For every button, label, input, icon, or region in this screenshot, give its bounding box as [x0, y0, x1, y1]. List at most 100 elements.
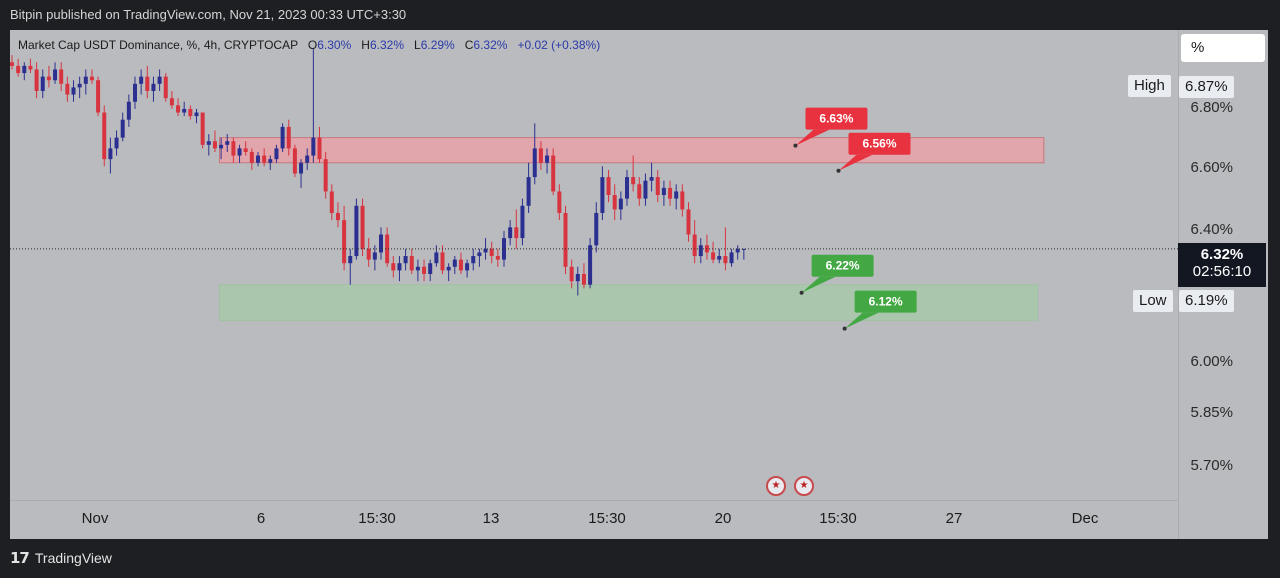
- candle-body: [372, 252, 377, 260]
- candle-body: [661, 187, 666, 196]
- candle-body: [735, 248, 740, 253]
- footer-brand[interactable]: TradingView: [34, 550, 112, 566]
- candle-body: [151, 83, 156, 91]
- us-flag-icon[interactable]: ★: [794, 476, 814, 496]
- tv-logo-icon: 𝟭𝟳: [10, 550, 30, 567]
- publish-info: Bitpin published on TradingView.com, Nov…: [10, 7, 407, 22]
- callout-pointer: [844, 312, 879, 329]
- time-tick: 15:30: [588, 510, 626, 527]
- candlestick-chart[interactable]: 6.63% 6.56% 6.22% 6.12%: [10, 30, 1178, 500]
- candle-body: [194, 112, 199, 117]
- change-value: +0.02 (+0.38%): [517, 38, 601, 52]
- candle-body: [163, 76, 168, 99]
- time-tick: 15:30: [358, 510, 396, 527]
- last-price-value: 6.32%: [1200, 246, 1244, 263]
- candle-body: [231, 141, 236, 156]
- candle-body: [618, 198, 623, 210]
- candle-body: [600, 177, 605, 213]
- chart-frame[interactable]: 6.63% 6.56% 6.22% 6.12% Market Cap USDT Dom…: [10, 30, 1270, 539]
- high-marker-value: 6.87%: [1179, 76, 1234, 98]
- candle-body: [502, 238, 506, 260]
- candle-body: [157, 76, 162, 84]
- candle-body: [22, 65, 27, 74]
- candle-body: [335, 212, 340, 221]
- candle-body: [446, 266, 451, 271]
- publish-header: Bitpin published on TradingView.com, Nov…: [0, 0, 1280, 30]
- candle-body: [200, 112, 205, 145]
- candle-body: [563, 212, 568, 267]
- candle-body: [40, 76, 45, 91]
- candle-body: [354, 205, 359, 257]
- callout-label: 6.56%: [862, 137, 896, 151]
- candle-body: [225, 141, 230, 145]
- candle-body: [483, 248, 488, 253]
- candle-body: [440, 252, 445, 271]
- close-value: 6.32%: [473, 38, 508, 52]
- candle-body: [686, 209, 691, 235]
- candle-body: [698, 245, 703, 257]
- us-flag-icon[interactable]: ★: [766, 476, 786, 496]
- candle-body: [588, 245, 593, 285]
- candle-body: [508, 227, 513, 239]
- candle-body: [83, 76, 88, 84]
- bar-countdown: 02:56:10: [1192, 263, 1252, 280]
- candle-body: [10, 62, 14, 66]
- candle-body: [668, 187, 673, 199]
- candle-body: [415, 266, 420, 271]
- candle-body: [176, 105, 181, 113]
- candle-body: [452, 259, 457, 267]
- candle-body: [612, 195, 617, 210]
- candle-body: [34, 69, 39, 91]
- candle-body: [532, 148, 537, 178]
- callout-pointer: [801, 276, 836, 293]
- plot-area[interactable]: 6.63% 6.56% 6.22% 6.12% Market Cap USDT Dom…: [10, 30, 1178, 500]
- candle-body: [212, 141, 217, 149]
- callout-label: 6.63%: [819, 112, 853, 126]
- time-tick: 15:30: [819, 510, 857, 527]
- candle-body: [680, 191, 685, 210]
- candle-body: [102, 112, 107, 160]
- candle-body: [46, 76, 51, 81]
- candle-body: [133, 83, 137, 102]
- candle-body: [108, 148, 113, 160]
- high-marker-label: High: [1128, 75, 1171, 97]
- candle-body: [458, 259, 463, 271]
- candle-body: [342, 220, 347, 264]
- candle-body: [385, 234, 390, 264]
- high-value: 6.32%: [369, 38, 404, 52]
- unit-selector[interactable]: %: [1181, 34, 1265, 62]
- candle-body: [305, 155, 310, 163]
- candle-body: [471, 256, 476, 264]
- callout-label: 6.22%: [826, 259, 860, 273]
- candle-body: [397, 263, 402, 271]
- price-tick: 5.70%: [1190, 457, 1233, 474]
- candle-body: [594, 212, 599, 246]
- resistance-zone: [219, 137, 1045, 164]
- candle-body: [723, 256, 728, 264]
- candle-body: [520, 205, 525, 239]
- candle-body: [28, 65, 33, 70]
- candle-body: [379, 234, 383, 253]
- low-marker-value: 6.19%: [1179, 290, 1234, 312]
- low-marker-label: Low: [1133, 290, 1173, 312]
- price-tick: 6.60%: [1190, 159, 1233, 176]
- candle-body: [329, 191, 334, 213]
- time-tick: 20: [714, 510, 732, 527]
- candle-body: [311, 137, 316, 156]
- candle-body: [219, 144, 224, 149]
- price-callout: [811, 254, 874, 277]
- candle-body: [637, 184, 642, 199]
- candle-body: [53, 69, 58, 81]
- candle-body: [299, 162, 304, 174]
- candle-body: [434, 252, 439, 264]
- candle-body: [286, 126, 291, 149]
- symbol-name: Market Cap USDT Dominance, %, 4h, CRYPTO…: [18, 38, 298, 52]
- symbol-legend: Market Cap USDT Dominance, %, 4h, CRYPTO…: [18, 38, 600, 52]
- high-marker-text: High: [1134, 77, 1165, 94]
- last-price-tag: 6.32% 02:56:10: [1178, 243, 1266, 287]
- candle-body: [317, 137, 322, 160]
- candle-body: [292, 148, 297, 174]
- open-value: 6.30%: [317, 38, 352, 52]
- candle-body: [575, 273, 580, 282]
- time-axis[interactable]: [10, 500, 1178, 540]
